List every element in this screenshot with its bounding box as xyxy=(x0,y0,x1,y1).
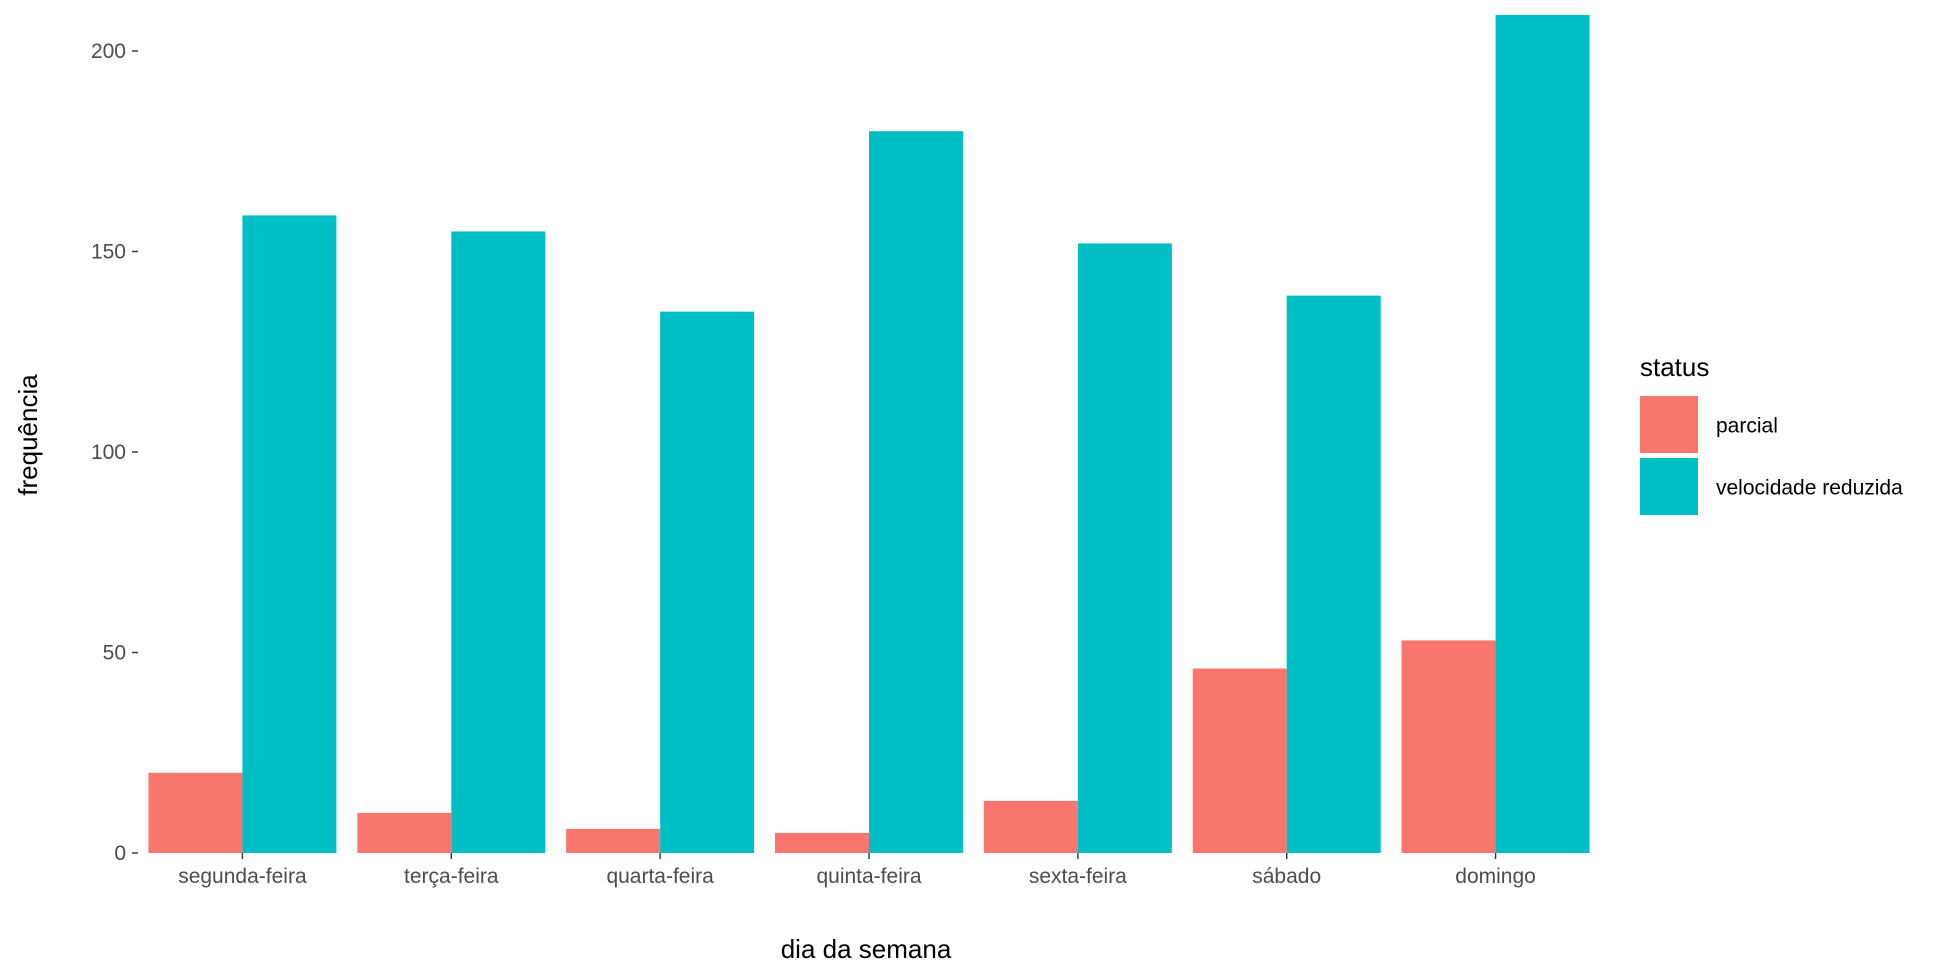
bar-velocidade-reduzida-3 xyxy=(869,131,963,853)
y-axis-title: frequência xyxy=(13,374,43,496)
legend-items: parcial velocidade reduzida xyxy=(1640,396,1903,515)
bar-velocidade-reduzida-6 xyxy=(1495,14,1590,854)
x-tick-label: quinta-feira xyxy=(816,865,921,888)
bar-velocidade-reduzida-5 xyxy=(1286,295,1381,853)
x-tick-label: terça-feira xyxy=(404,865,499,888)
x-axis: segunda-feira terça-feira quarta-feira quin… xyxy=(178,853,1536,888)
x-tick-label: sexta-feira xyxy=(1029,865,1127,888)
bar-parcial-3 xyxy=(775,832,869,853)
x-tick-label: quarta-feira xyxy=(606,865,714,888)
x-tick-label: segunda-feira xyxy=(178,865,307,888)
bar-parcial-0 xyxy=(148,772,243,853)
bar-velocidade-reduzida-4 xyxy=(1077,243,1172,854)
legend-key-parcial xyxy=(1640,396,1698,453)
legend-title: status xyxy=(1640,352,1709,382)
y-tick-label: 0 xyxy=(114,842,126,865)
bar-parcial-1 xyxy=(357,812,452,853)
bars-layer xyxy=(148,14,1590,854)
legend-key-velocidade-reduzida xyxy=(1640,458,1698,515)
bar-parcial-6 xyxy=(1401,640,1496,853)
bar-velocidade-reduzida-1 xyxy=(451,231,546,853)
legend-label-velocidade-reduzida: velocidade reduzida xyxy=(1716,477,1903,500)
y-axis: 0 50 100 150 200 xyxy=(91,40,138,865)
y-tick-label: 100 xyxy=(91,441,126,464)
bar-parcial-4 xyxy=(983,800,1078,853)
y-tick-label: 200 xyxy=(91,40,126,63)
x-tick-label: sábado xyxy=(1252,865,1321,888)
bar-velocidade-reduzida-2 xyxy=(660,311,755,853)
x-tick-label: domingo xyxy=(1455,865,1536,888)
y-tick-label: 150 xyxy=(91,241,126,264)
y-tick-label: 50 xyxy=(103,642,126,665)
legend-label-parcial: parcial xyxy=(1716,415,1778,438)
bar-parcial-2 xyxy=(566,828,661,853)
x-axis-title: dia da semana xyxy=(781,934,952,964)
bar-parcial-5 xyxy=(1192,668,1287,853)
bar-velocidade-reduzida-0 xyxy=(242,215,337,853)
legend: status parcial velocidade reduzida xyxy=(1640,352,1903,515)
